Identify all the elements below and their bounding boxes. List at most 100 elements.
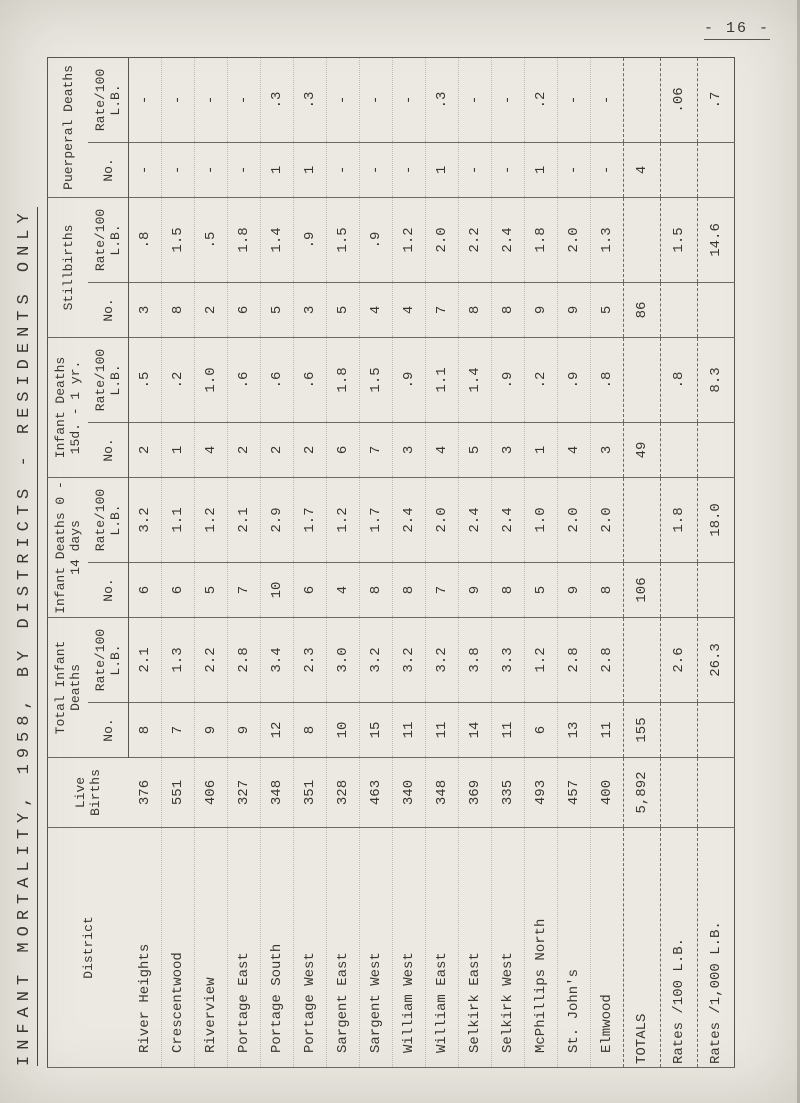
- cell-tid-rate: 2.3: [293, 617, 327, 703]
- cell-tid-no: 9: [227, 702, 261, 758]
- cell-tid-rate: 3.8: [458, 617, 492, 703]
- cell-pd-no: -: [227, 142, 261, 198]
- subheader-total-infant-deaths-rate: Rate/100 L.B.: [88, 617, 129, 703]
- cell-live-births: 406: [194, 757, 228, 828]
- subheader-infant-deaths-0-14-days-rate: Rate/100 L.B.: [88, 477, 129, 563]
- cell-d15-rate: .6: [260, 337, 294, 423]
- cell-d14-no: 9: [458, 562, 492, 618]
- cell-d14-no: 6: [293, 562, 327, 618]
- cell-d15-no: 2: [128, 422, 162, 478]
- cell-d14-no: [660, 562, 698, 618]
- cell-tid-no: 11: [590, 702, 624, 758]
- cell-tid-no: [660, 702, 698, 758]
- cell-pd-rate: -: [161, 57, 195, 143]
- rotated-table-container: INFANT MORTALITY, 1958, BY DISTRICTS - R…: [15, 28, 785, 1068]
- cell-pd-rate: -: [194, 57, 228, 143]
- cell-d15-no: 6: [326, 422, 360, 478]
- group-header-infant-deaths-15d-1yr: Infant Deaths 15d. - 1 yr.: [47, 337, 88, 478]
- table-row: Portage South 348 12 3.4 10 2.9 2.6 5 1.4 1.3: [260, 57, 294, 1068]
- cell-d15-rate: 1.4: [458, 337, 492, 423]
- cell-district: Rates /100 L.B.: [660, 827, 698, 1068]
- cell-pd-rate: -: [392, 57, 426, 143]
- cell-live-births: 327: [227, 757, 261, 828]
- cell-district: River Heights: [128, 827, 162, 1068]
- cell-d15-rate: .9: [491, 337, 525, 423]
- table-header: District Live Births Total Infant Deaths…: [47, 57, 129, 1068]
- group-header-total-infant-deaths: Total Infant Deaths: [47, 617, 88, 758]
- cell-sb-no: 4: [359, 282, 393, 338]
- cell-district: William East: [425, 827, 459, 1068]
- subheader-infant-deaths-0-14-days-no: No.: [88, 562, 129, 618]
- cell-sb-no: 3: [293, 282, 327, 338]
- cell-d14-rate: 1.8: [660, 477, 698, 563]
- cell-pd-rate: .3: [260, 57, 294, 143]
- cell-d15-rate: .8: [590, 337, 624, 423]
- cell-d14-no: 6: [161, 562, 195, 618]
- cell-tid-no: 14: [458, 702, 492, 758]
- cell-sb-no: [697, 282, 735, 338]
- table-row: Elmwood 400 11 2.8 8 2.0 3.8 5 1.3- -: [590, 57, 624, 1068]
- cell-d15-no: 49: [623, 422, 661, 478]
- cell-d14-no: 8: [359, 562, 393, 618]
- cell-d15-rate: [623, 337, 661, 423]
- cell-district: Crescentwood: [161, 827, 195, 1068]
- cell-d14-rate: 2.0: [425, 477, 459, 563]
- cell-d14-rate: 1.7: [293, 477, 327, 563]
- cell-d15-rate: .2: [524, 337, 558, 423]
- cell-pd-rate: .7: [697, 57, 735, 143]
- cell-d15-no: 2: [227, 422, 261, 478]
- cell-live-births: [697, 757, 735, 828]
- rates-per-100-row: Rates /100 L.B. 2.6 1.8 .8 1.5 .06: [660, 57, 698, 1068]
- cell-pd-rate: -: [458, 57, 492, 143]
- cell-live-births: 551: [161, 757, 195, 828]
- table-row: St. John's 457 13 2.8 9 2.0 4.9 9 2.0- -: [557, 57, 591, 1068]
- subheader-total-infant-deaths-no: No.: [88, 702, 129, 758]
- cell-tid-no: 8: [293, 702, 327, 758]
- cell-live-births: 351: [293, 757, 327, 828]
- cell-pd-rate: -: [491, 57, 525, 143]
- group-header-infant-deaths-0-14-days: Infant Deaths 0 - 14 days: [47, 477, 88, 618]
- cell-sb-no: 5: [590, 282, 624, 338]
- cell-pd-no: 1: [524, 142, 558, 198]
- cell-d14-rate: 1.2: [326, 477, 360, 563]
- cell-district: Sargent West: [359, 827, 393, 1068]
- cell-tid-rate: 2.8: [227, 617, 261, 703]
- subheader-stillbirths-rate: Rate/100 L.B.: [88, 197, 129, 283]
- cell-d14-no: 8: [590, 562, 624, 618]
- cell-d14-no: 7: [227, 562, 261, 618]
- cell-tid-rate: 1.2: [524, 617, 558, 703]
- cell-d14-no: 5: [194, 562, 228, 618]
- cell-d15-rate: .5: [128, 337, 162, 423]
- subheader-puerperal-deaths-rate: Rate/100 L.B.: [88, 57, 129, 143]
- cell-live-births: 348: [260, 757, 294, 828]
- table-row: McPhillips North 493 6 1.2 5 1.0 1.2 9 1.8 1.2: [524, 57, 558, 1068]
- cell-sb-no: 2: [194, 282, 228, 338]
- cell-tid-no: 11: [425, 702, 459, 758]
- cell-d15-rate: 1.5: [359, 337, 393, 423]
- group-header-puerperal-deaths: Puerperal Deaths: [47, 57, 88, 198]
- cell-tid-no: 15: [359, 702, 393, 758]
- cell-tid-no: 155: [623, 702, 661, 758]
- cell-d14-no: 9: [557, 562, 591, 618]
- cell-tid-rate: 3.4: [260, 617, 294, 703]
- table-row: William East 348 11 3.2 7 2.0 4 1.1 7 2.0 1.3: [425, 57, 459, 1068]
- cell-sb-no: 9: [524, 282, 558, 338]
- cell-pd-rate: -: [326, 57, 360, 143]
- table-row: Portage East 327 9 2.8 7 2.1 2.6 6 1.8- -: [227, 57, 261, 1068]
- cell-tid-no: 11: [392, 702, 426, 758]
- cell-district: Riverview: [194, 827, 228, 1068]
- cell-sb-no: 5: [326, 282, 360, 338]
- cell-pd-no: [660, 142, 698, 198]
- cell-pd-rate: -: [557, 57, 591, 143]
- cell-live-births: 328: [326, 757, 360, 828]
- subheader-infant-deaths-15d-1yr-no: No.: [88, 422, 129, 478]
- cell-pd-no: -: [161, 142, 195, 198]
- cell-pd-no: -: [590, 142, 624, 198]
- cell-d15-rate: .8: [660, 337, 698, 423]
- cell-d15-rate: .9: [557, 337, 591, 423]
- cell-district: Portage South: [260, 827, 294, 1068]
- table-row: Portage West 351 8 2.3 6 1.7 2.6 3.9 1.3: [293, 57, 327, 1068]
- cell-tid-no: 11: [491, 702, 525, 758]
- column-header-district: District: [47, 827, 129, 1068]
- cell-pd-no: -: [491, 142, 525, 198]
